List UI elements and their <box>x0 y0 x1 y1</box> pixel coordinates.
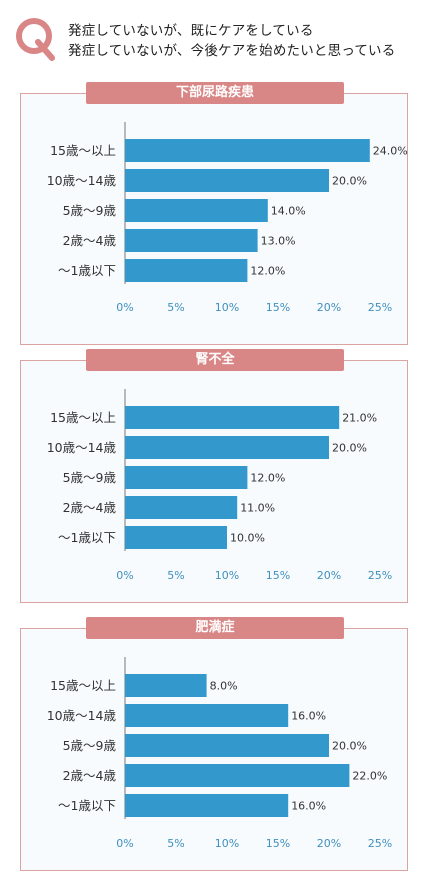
chart-title: 肥満症 <box>86 617 344 639</box>
bar <box>125 496 238 519</box>
category-label: 5歳〜9歳 <box>63 470 117 485</box>
category-label: 5歳〜9歳 <box>63 738 117 753</box>
bar <box>125 764 350 787</box>
bar <box>125 406 340 429</box>
category-label: 〜1歳以下 <box>58 530 116 545</box>
x-tick-label: 10% <box>215 301 239 314</box>
category-label: 10歳〜14歳 <box>47 173 117 188</box>
value-label: 16.0% <box>291 800 326 813</box>
value-label: 13.0% <box>261 235 296 248</box>
value-label: 10.0% <box>230 532 265 545</box>
value-label: 16.0% <box>291 710 326 723</box>
category-label: 5歳〜9歳 <box>63 203 117 218</box>
value-label: 24.0% <box>373 145 408 158</box>
bar <box>125 674 207 697</box>
value-label: 12.0% <box>250 472 285 485</box>
x-tick-label: 20% <box>317 837 341 850</box>
value-label: 22.0% <box>352 770 387 783</box>
bar <box>125 704 289 727</box>
value-label: 8.0% <box>210 680 238 693</box>
x-tick-label: 0% <box>116 301 133 314</box>
value-label: 12.0% <box>250 265 285 278</box>
bar <box>125 259 248 282</box>
value-label: 11.0% <box>240 502 275 515</box>
value-label: 14.0% <box>271 205 306 218</box>
x-tick-label: 20% <box>317 301 341 314</box>
x-tick-label: 15% <box>266 301 290 314</box>
x-tick-label: 15% <box>266 837 290 850</box>
bar <box>125 436 329 459</box>
x-tick-label: 10% <box>215 837 239 850</box>
value-label: 20.0% <box>332 175 367 188</box>
x-tick-label: 25% <box>368 837 392 850</box>
category-label: 〜1歳以下 <box>58 263 116 278</box>
x-tick-label: 0% <box>116 569 133 582</box>
q-icon: Q <box>16 18 55 61</box>
bar <box>125 199 268 222</box>
question-header: Q 発症していないが、既にケアをしている 発症していないが、今後ケアを始めたいと… <box>0 0 430 80</box>
x-tick-label: 25% <box>368 569 392 582</box>
value-label: 20.0% <box>332 740 367 753</box>
category-label: 15歳〜以上 <box>50 410 116 425</box>
x-tick-label: 5% <box>167 837 184 850</box>
bar <box>125 526 227 549</box>
x-tick-label: 25% <box>368 301 392 314</box>
bar <box>125 734 329 757</box>
bar <box>125 794 289 817</box>
x-tick-label: 15% <box>266 569 290 582</box>
chart-title: 腎不全 <box>86 349 344 371</box>
question-line-2: 発症していないが、今後ケアを始めたいと思っている <box>68 43 396 59</box>
category-label: 2歳〜4歳 <box>63 500 117 515</box>
x-tick-label: 0% <box>116 837 133 850</box>
category-label: 2歳〜4歳 <box>63 233 117 248</box>
category-label: 15歳〜以上 <box>50 678 116 693</box>
bar <box>125 169 329 192</box>
category-label: 10歳〜14歳 <box>47 708 117 723</box>
category-label: 10歳〜14歳 <box>47 440 117 455</box>
bar <box>125 139 370 162</box>
category-label: 2歳〜4歳 <box>63 768 117 783</box>
bar <box>125 229 258 252</box>
chart-panel-obesity: 肥満症 <box>20 617 408 871</box>
bar <box>125 466 248 489</box>
category-label: 15歳〜以上 <box>50 143 116 158</box>
value-label: 21.0% <box>342 412 377 425</box>
category-label: 〜1歳以下 <box>58 798 116 813</box>
x-tick-label: 5% <box>167 569 184 582</box>
x-tick-label: 20% <box>317 569 341 582</box>
chart-panel-lower-urinary: 下部尿路疾患 <box>20 82 408 345</box>
question-line-1: 発症していないが、既にケアをしている <box>68 23 314 39</box>
x-tick-label: 5% <box>167 301 184 314</box>
value-label: 20.0% <box>332 442 367 455</box>
x-tick-label: 10% <box>215 569 239 582</box>
chart-title: 下部尿路疾患 <box>86 82 344 104</box>
